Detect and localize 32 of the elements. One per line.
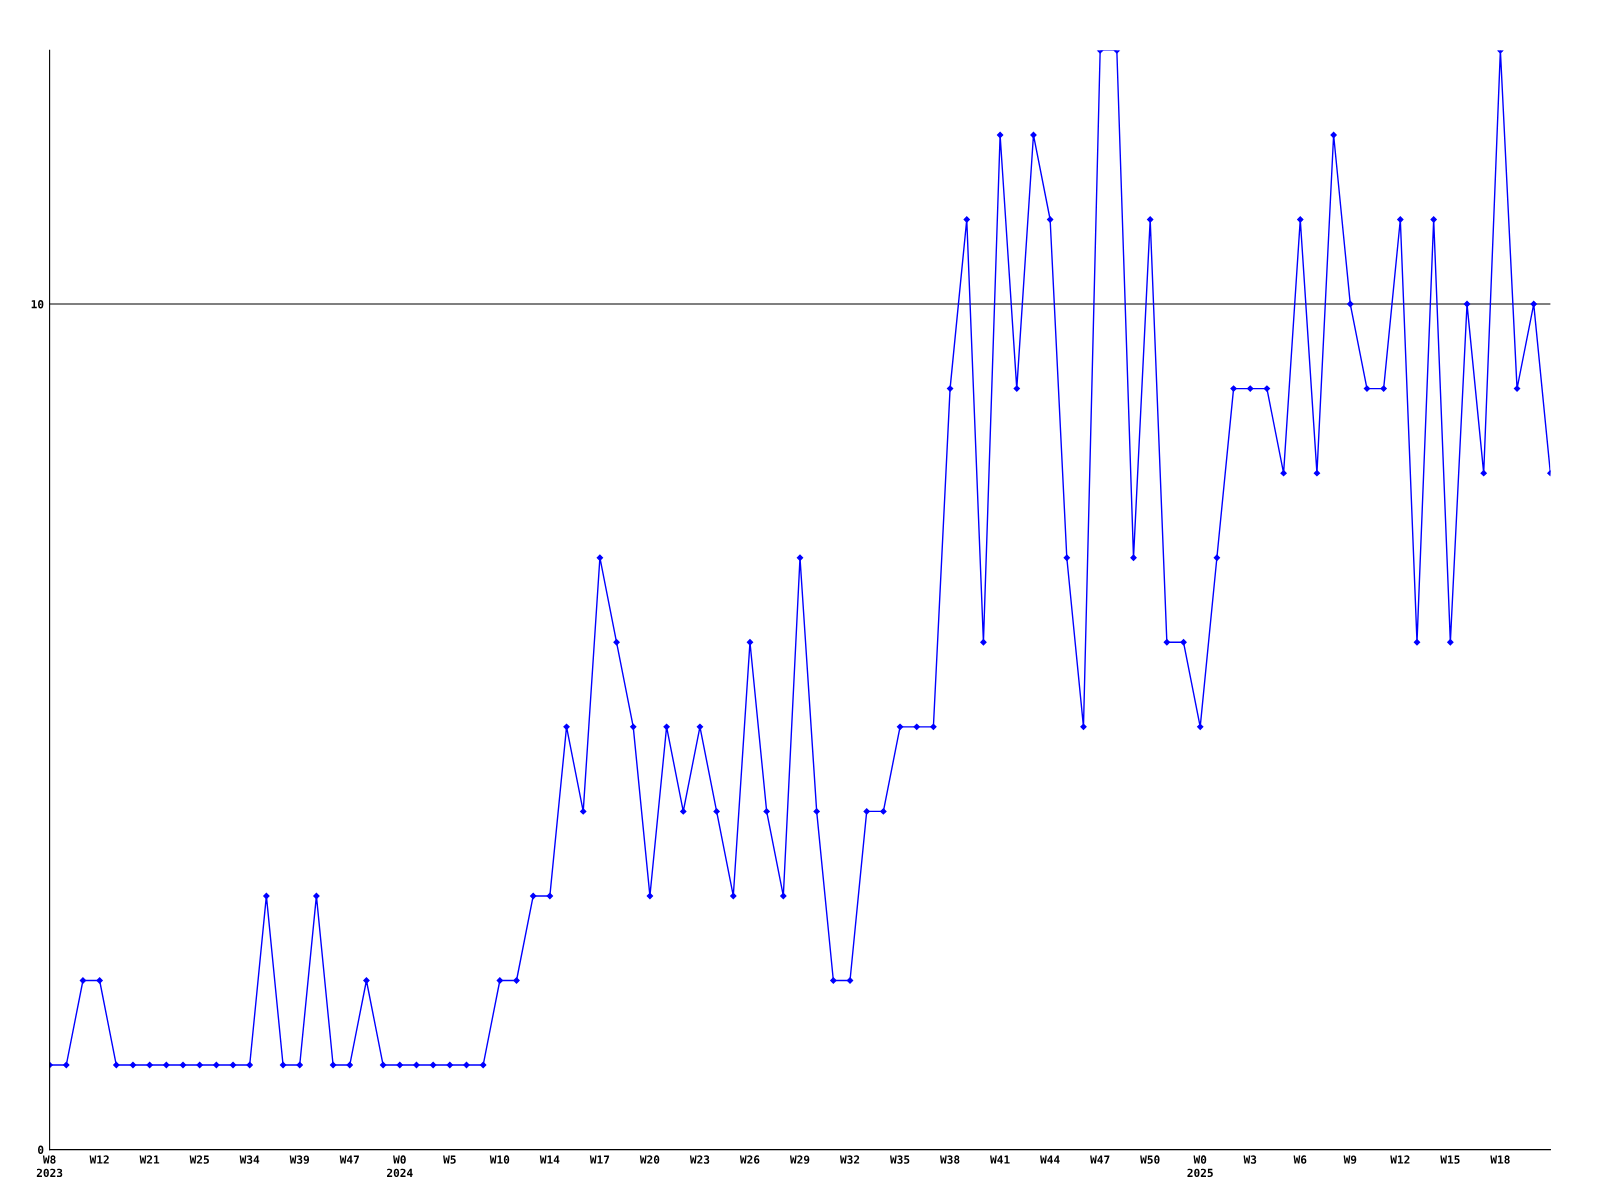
x-tick-label: W18 xyxy=(1490,1155,1510,1164)
x-tick-label: W39 xyxy=(289,1155,310,1164)
x-tick-label: W41 xyxy=(990,1155,1010,1164)
x-tick-label: W23 xyxy=(689,1155,710,1164)
x-tick-label: W29 xyxy=(789,1155,810,1164)
y-tick-label: 10 xyxy=(31,300,44,309)
y-tick-label: 0 xyxy=(38,1145,44,1154)
x-tick-label: W20 xyxy=(639,1155,660,1164)
x-tick-label: W14 xyxy=(539,1155,560,1164)
x-tick-label: W34 xyxy=(239,1155,260,1164)
x-tick-label: W12 xyxy=(1390,1155,1410,1164)
x-tick-label: W44 xyxy=(1040,1155,1060,1164)
x-tick-label: W3 xyxy=(1243,1155,1257,1164)
x-tick-label: W47 xyxy=(339,1155,359,1164)
x-tick-label: W12 xyxy=(89,1155,109,1164)
x-tick-label: W25 xyxy=(189,1155,209,1164)
x-tick-label: W50 xyxy=(1140,1155,1160,1164)
x-tick-label: W15 xyxy=(1440,1155,1460,1164)
x-tick-label: W26 xyxy=(739,1155,760,1164)
x-tick-label: W6 xyxy=(1293,1155,1307,1164)
x-tick-label: W47 xyxy=(1090,1155,1110,1164)
x-tick-label: W38 xyxy=(940,1155,960,1164)
x-tick-label: W21 xyxy=(139,1155,160,1164)
x-tick-label: W0 2024 xyxy=(387,1155,413,1178)
x-tick-label: W17 xyxy=(589,1155,610,1164)
x-tick-label: W35 xyxy=(890,1155,910,1164)
x-tick-label: W9 xyxy=(1343,1155,1357,1164)
x-tick-label: W5 xyxy=(443,1155,456,1164)
x-tick-label: W0 2025 xyxy=(1187,1155,1213,1178)
x-tick-label: W8 2023 xyxy=(36,1155,63,1178)
x-tick-label: W32 xyxy=(839,1155,860,1164)
x-tick-label: W10 xyxy=(489,1155,510,1164)
